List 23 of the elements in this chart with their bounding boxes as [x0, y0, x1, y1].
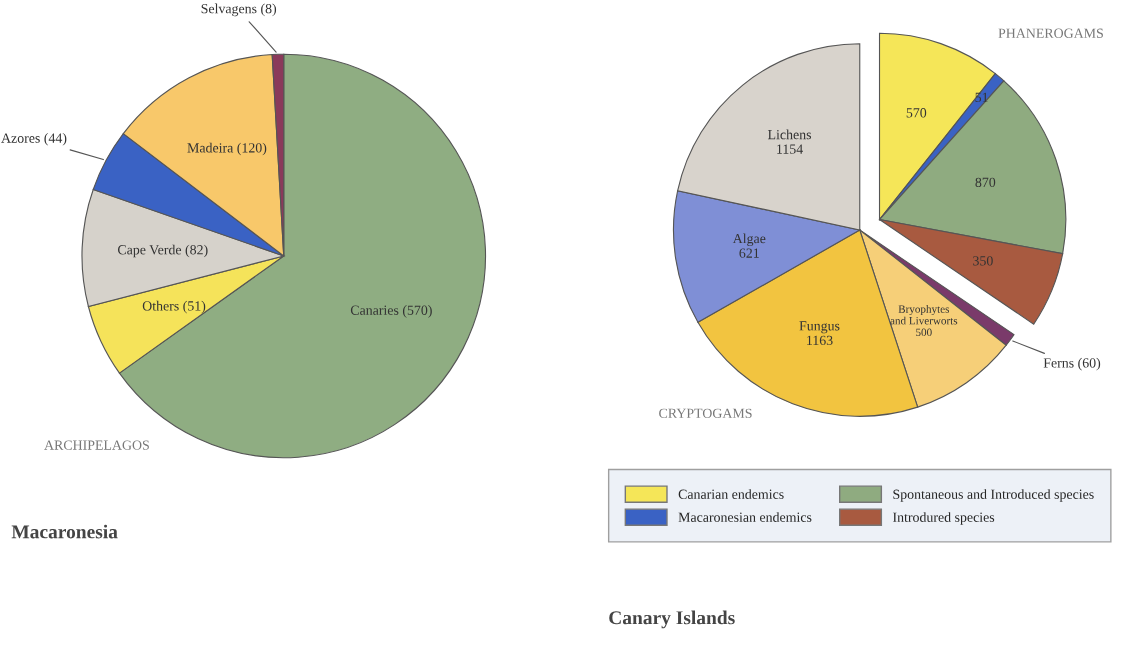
data-label: 350 — [973, 256, 993, 266]
data-label: Cape Verde (82) — [117, 244, 208, 258]
data-label: Azores (44) — [1, 133, 67, 146]
data-label: Selvagens (8) — [201, 3, 277, 17]
data-label: Fungus 1163 — [799, 321, 840, 346]
legend-label: Macaronesian endemics — [678, 512, 812, 522]
text: PHANEROGAMS — [998, 28, 1103, 38]
data-label: Ferns (60) — [1043, 357, 1101, 371]
data-label: 870 — [975, 177, 996, 188]
legend-label: Spontaneous and Introduced species — [893, 489, 1094, 502]
text: ARCHIPELAGOS — [44, 440, 149, 450]
data-label: Lichens 1154 — [767, 129, 812, 154]
data-label: Bryophytes and Liverworts 500 — [890, 304, 958, 337]
text: Macaronesia — [11, 524, 118, 539]
data-label: 570 — [906, 108, 927, 118]
data-label: Madeira (120) — [187, 142, 267, 156]
data-label: Algae 621 — [732, 233, 766, 258]
text: Canary Islands — [609, 610, 735, 629]
data-label: Canaries (570) — [350, 305, 432, 318]
text: CRYPTOGAMS — [659, 408, 752, 418]
data-label: Others (51) — [142, 300, 206, 314]
legend-label: Introdured species — [892, 512, 995, 525]
legend-label: Canarian endemics — [678, 489, 784, 499]
